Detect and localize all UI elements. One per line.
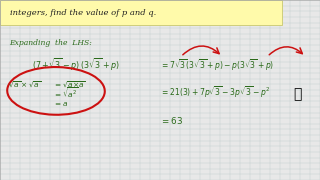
Text: $=63$: $=63$ [160, 115, 183, 126]
Text: $=\sqrt{a^2}$: $=\sqrt{a^2}$ [53, 86, 79, 102]
FancyBboxPatch shape [0, 0, 282, 25]
Text: $(7+\!\sqrt{3}-p)\,(3\sqrt{3}+p)$: $(7+\!\sqrt{3}-p)\,(3\sqrt{3}+p)$ [32, 57, 120, 73]
Text: 👉: 👉 [293, 87, 301, 102]
Text: $=7\sqrt{3}(3\sqrt{3}+p)-p(3\sqrt{3}+p)$: $=7\sqrt{3}(3\sqrt{3}+p)-p(3\sqrt{3}+p)$ [160, 57, 274, 73]
Text: $=\sqrt{a{\times}a}$: $=\sqrt{a{\times}a}$ [53, 79, 86, 89]
Text: $\sqrt{a}\times\sqrt{a}$: $\sqrt{a}\times\sqrt{a}$ [8, 79, 41, 89]
Text: Expanding  the  LHS:: Expanding the LHS: [10, 39, 92, 47]
Text: integers, find the value of p and q.: integers, find the value of p and q. [10, 9, 156, 17]
Text: $=21(3)+7p\sqrt{3}-3p\sqrt{3}-p^2$: $=21(3)+7p\sqrt{3}-3p\sqrt{3}-p^2$ [160, 85, 270, 100]
Text: $=a$: $=a$ [53, 100, 68, 108]
